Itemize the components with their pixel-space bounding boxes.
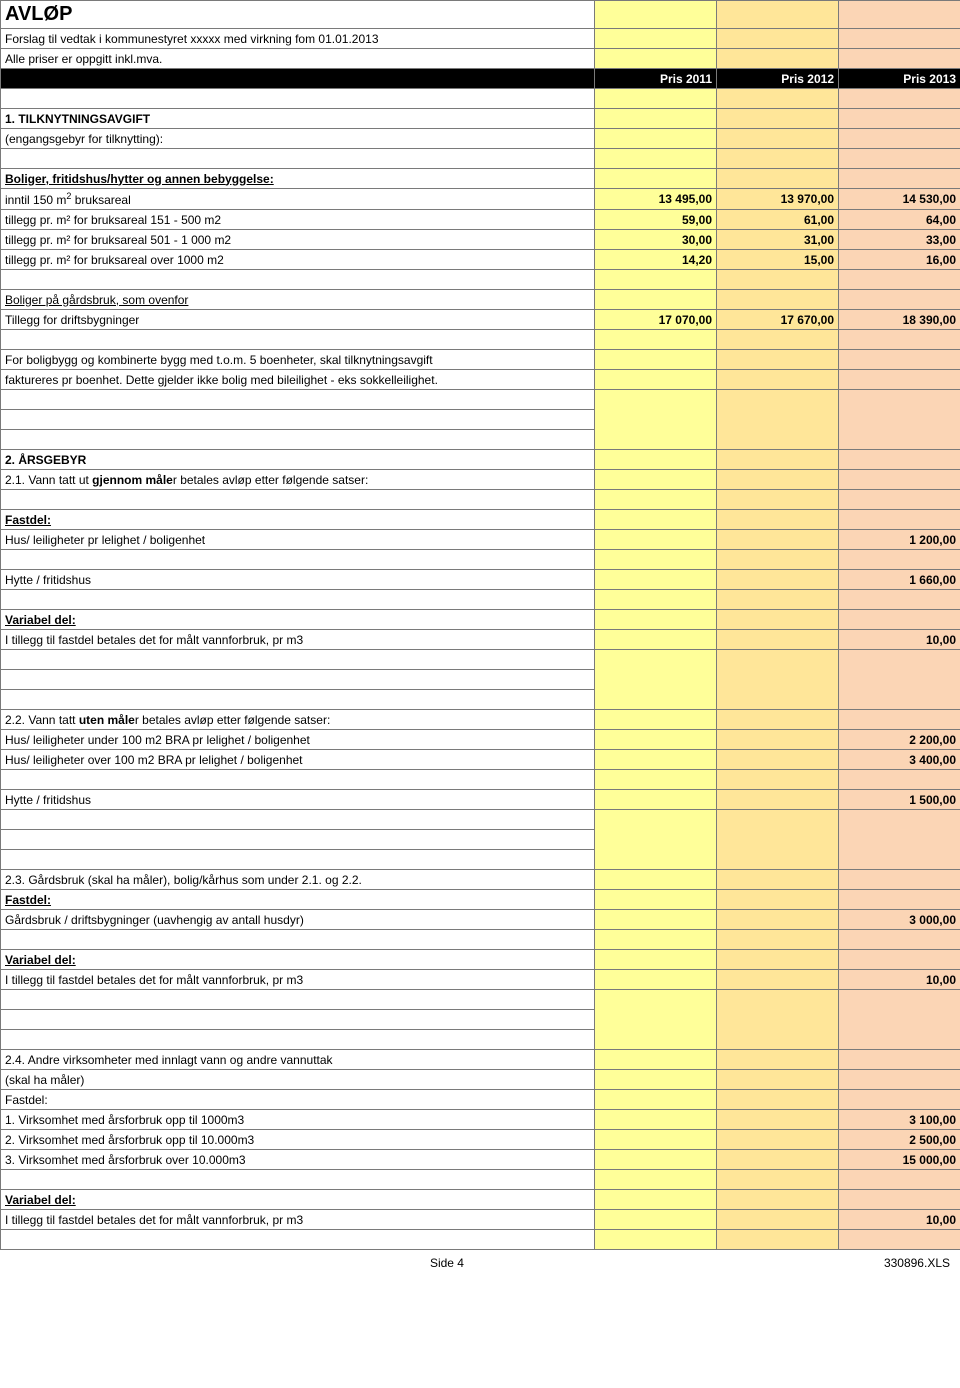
- s1-sub: (engangsgebyr for tilknytting):: [1, 129, 595, 149]
- footer-page: Side 4: [430, 1256, 464, 1270]
- s1-r1-v1: 13 495,00: [595, 189, 717, 210]
- s24-vardel: Variabel del:: [1, 1190, 595, 1210]
- s1-title: 1. TILKNYTNINGSAVGIFT: [1, 109, 595, 129]
- s2-row1: Hus/ leiligheter pr lelighet / boligenhe…: [1, 530, 960, 550]
- s1-row2: tillegg pr. m² for bruksareal 151 - 500 …: [1, 210, 960, 230]
- s23-fastdel: Fastdel:: [1, 890, 595, 910]
- s1-heading-b: Boliger på gårdsbruk, som ovenfor: [1, 290, 595, 310]
- subtitle1: Forslag til vedtak i kommunestyret xxxxx…: [1, 29, 595, 49]
- title-row: AVLØP: [1, 1, 960, 29]
- s2-1-heading: 2.1. Vann tatt ut gjennom måler betales …: [1, 470, 595, 490]
- subtitle-row-1: Forslag til vedtak i kommunestyret xxxxx…: [1, 29, 960, 49]
- s1-r5-label: Tillegg for driftsbygninger: [1, 310, 595, 330]
- s1-r1-v2: 13 970,00: [717, 189, 839, 210]
- s1-r3-label: tillegg pr. m² for bruksareal 501 - 1 00…: [1, 230, 595, 250]
- s22-heading: 2.2. Vann tatt uten måler betales avløp …: [1, 710, 595, 730]
- s22-row2: Hus/ leiligheter over 100 m2 BRA pr leli…: [1, 750, 960, 770]
- s1-row3: tillegg pr. m² for bruksareal 501 - 1 00…: [1, 230, 960, 250]
- s1-note2: faktureres pr boenhet. Dette gjelder ikk…: [1, 370, 595, 390]
- s24-row1: 1. Virksomhet med årsforbruk opp til 100…: [1, 1110, 960, 1130]
- pricing-table: AVLØP Forslag til vedtak i kommunestyret…: [0, 0, 960, 1250]
- s24-row3: 3. Virksomhet med årsforbruk over 10.000…: [1, 1150, 960, 1170]
- s24-title: 2.4. Andre virksomheter med innlagt vann…: [1, 1050, 595, 1070]
- subtitle2: Alle priser er oppgitt inkl.mva.: [1, 49, 595, 69]
- s1-row1: inntil 150 m2 bruksareal 13 495,00 13 97…: [1, 189, 960, 210]
- s1-r4-label: tillegg pr. m² for bruksareal over 1000 …: [1, 250, 595, 270]
- s23-title: 2.3. Gårdsbruk (skal ha måler), bolig/kå…: [1, 870, 595, 890]
- s1-row4: tillegg pr. m² for bruksareal over 1000 …: [1, 250, 960, 270]
- s24-sub: (skal ha måler): [1, 1070, 595, 1090]
- s2-row3: I tillegg til fastdel betales det for må…: [1, 630, 960, 650]
- subtitle-row-2: Alle priser er oppgitt inkl.mva.: [1, 49, 960, 69]
- s1-title-row: 1. TILKNYTNINGSAVGIFT: [1, 109, 960, 129]
- col-header-2013: Pris 2013: [839, 69, 960, 89]
- s1-r1-v3: 14 530,00: [839, 189, 960, 210]
- s23-vardel: Variabel del:: [1, 950, 595, 970]
- s22-row3: Hytte / fritidshus 1 500,00: [1, 790, 960, 810]
- s23-row1: Gårdsbruk / driftsbygninger (uavhengig a…: [1, 910, 960, 930]
- s1-heading-a: Boliger, fritidshus/hytter og annen beby…: [1, 169, 595, 189]
- col-header-2011: Pris 2011: [595, 69, 717, 89]
- s22-row1: Hus/ leiligheter under 100 m2 BRA pr lel…: [1, 730, 960, 750]
- s2-vardel: Variabel del:: [1, 610, 595, 630]
- s2-row2: Hytte / fritidshus 1 660,00: [1, 570, 960, 590]
- page-title: AVLØP: [1, 1, 595, 29]
- page-footer: Side 4 330896.XLS: [0, 1250, 960, 1280]
- s24-fastdel: Fastdel:: [1, 1090, 595, 1110]
- column-header-row: Pris 2011 Pris 2012 Pris 2013: [1, 69, 960, 89]
- s2-title: 2. ÅRSGEBYR: [1, 450, 595, 470]
- s24-row2: 2. Virksomhet med årsforbruk opp til 10.…: [1, 1130, 960, 1150]
- s1-r2-label: tillegg pr. m² for bruksareal 151 - 500 …: [1, 210, 595, 230]
- s1-row5: Tillegg for driftsbygninger 17 070,00 17…: [1, 310, 960, 330]
- footer-file: 330896.XLS: [884, 1256, 950, 1270]
- s1-note1: For boligbygg og kombinerte bygg med t.o…: [1, 350, 595, 370]
- s2-fastdel: Fastdel:: [1, 510, 595, 530]
- s24-row4: I tillegg til fastdel betales det for må…: [1, 1210, 960, 1230]
- col-header-2012: Pris 2012: [717, 69, 839, 89]
- s23-row2: I tillegg til fastdel betales det for må…: [1, 970, 960, 990]
- s1-r1-label: inntil 150 m2 bruksareal: [1, 189, 595, 210]
